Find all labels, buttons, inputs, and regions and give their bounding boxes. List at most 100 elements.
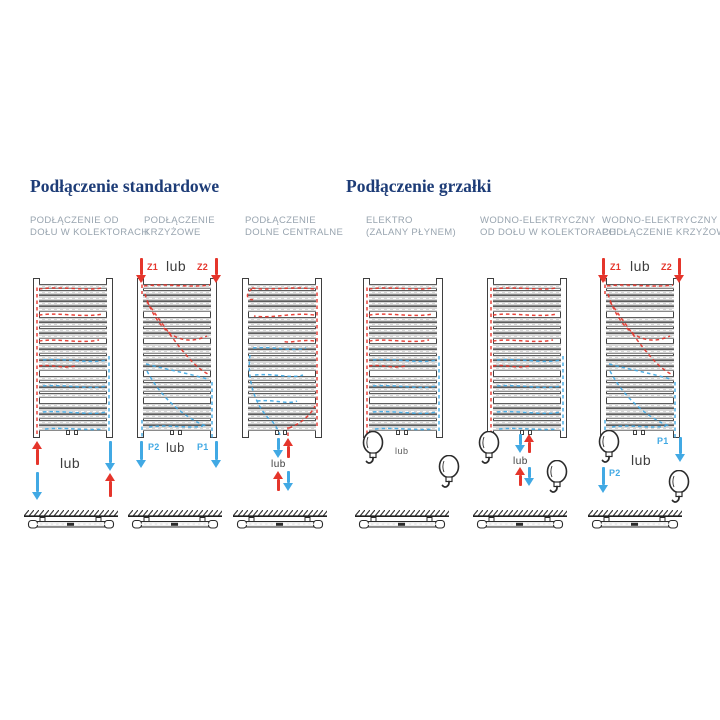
radiator-tube xyxy=(369,402,437,409)
radiator-tube xyxy=(39,414,107,420)
wall-mount-glyph xyxy=(128,510,222,529)
radiator-tube xyxy=(493,392,561,399)
radiator-tube xyxy=(143,343,211,349)
cold-down-arrow xyxy=(524,467,534,486)
or-label: lub xyxy=(631,452,652,468)
heating-element-icon xyxy=(360,430,386,467)
cold-down-arrow xyxy=(515,434,525,453)
heating-element-icon xyxy=(666,469,692,506)
radiator-tube xyxy=(39,322,107,328)
radiator-tube xyxy=(143,295,211,301)
radiator-tube xyxy=(606,300,674,307)
heating-element-glyph xyxy=(546,459,568,493)
diagram-label-2: PODŁĄCZENIE KRZYŻOWE xyxy=(144,215,215,238)
valve-connector xyxy=(396,430,400,435)
radiator-tube xyxy=(606,387,674,393)
radiator-5 xyxy=(487,278,567,438)
wall-mount-plan-view xyxy=(24,510,118,532)
diagram-label-6: WODNO-ELEKTRYCZNY PODŁĄCZENIE KRZYŻOWE xyxy=(602,215,720,238)
radiator-tube xyxy=(248,322,316,328)
radiator-tube xyxy=(248,387,316,393)
radiator-tube xyxy=(39,327,107,334)
cold-down-arrow xyxy=(105,441,115,471)
p2-label: P2 xyxy=(609,468,621,478)
radiator-tube xyxy=(369,343,437,349)
radiator-tube xyxy=(369,300,437,307)
radiator-tube xyxy=(493,402,561,409)
radiator-tube xyxy=(606,316,674,322)
valve-connector xyxy=(178,430,182,435)
radiator-tube xyxy=(606,333,674,339)
radiator-tube xyxy=(143,375,211,382)
radiator-tube xyxy=(39,349,107,355)
radiator-tube xyxy=(369,333,437,339)
radiator-tube xyxy=(39,289,107,295)
radiator-tube xyxy=(143,360,211,366)
wall-mount-plan-view xyxy=(473,510,567,532)
valve-connector xyxy=(74,430,78,435)
radiator-tube xyxy=(606,349,674,355)
radiator-2 xyxy=(137,278,217,438)
wall-mount-plan-view xyxy=(355,510,449,532)
radiator-tube xyxy=(248,295,316,301)
radiator-tube xyxy=(143,333,211,339)
radiator-tube xyxy=(248,333,316,339)
valve-connector xyxy=(283,430,287,435)
radiator-tube xyxy=(369,387,437,393)
valve-connector xyxy=(404,430,408,435)
z2-label: Z2 xyxy=(661,262,673,272)
heating-element-glyph xyxy=(362,430,384,464)
hot-up-arrow xyxy=(32,441,42,465)
radiator-tube xyxy=(248,354,316,360)
radiator-tube xyxy=(39,295,107,301)
radiator-tube xyxy=(248,408,316,414)
flow-lines xyxy=(366,286,440,434)
radiator-tube xyxy=(493,360,561,366)
radiator-tube xyxy=(248,289,316,295)
radiator-tube xyxy=(39,343,107,349)
diagram-label-3-line1: PODŁĄCZENIE xyxy=(245,215,316,226)
radiator-4 xyxy=(363,278,443,438)
radiator-tube xyxy=(606,375,674,382)
radiator-tube xyxy=(606,354,674,360)
hot-down-arrow xyxy=(136,258,146,283)
section-title-heater: Podłączenie grzałki xyxy=(346,176,492,196)
diagram-label-3: PODŁĄCZENIE DOLNE CENTRALNE xyxy=(245,215,343,238)
radiator-tube xyxy=(39,425,107,431)
radiator-tube xyxy=(493,414,561,420)
radiator-tube xyxy=(493,349,561,355)
or-label: lub xyxy=(513,456,528,467)
radiator-tube xyxy=(39,300,107,307)
radiator-tube xyxy=(606,419,674,425)
heating-element-glyph xyxy=(478,430,500,464)
diagram-label-2-line2: KRZYŻOWE xyxy=(144,226,201,238)
p1-label: P1 xyxy=(197,442,209,452)
flow-lines xyxy=(36,286,110,434)
radiator-tube xyxy=(606,284,674,290)
z1-label: Z1 xyxy=(610,262,622,272)
radiator-tube xyxy=(369,354,437,360)
or-label: lub xyxy=(630,258,651,274)
radiator-tube xyxy=(143,381,211,387)
radiator-tube xyxy=(248,425,316,431)
or-label: lub xyxy=(166,440,185,455)
wall-mount-glyph xyxy=(588,510,682,529)
radiator-tube xyxy=(248,306,316,312)
hot-up-arrow xyxy=(515,467,525,486)
radiator-tube xyxy=(39,333,107,339)
radiator-tube xyxy=(493,408,561,414)
radiator-tube xyxy=(606,306,674,312)
hot-up-arrow xyxy=(524,434,534,453)
radiator-tube xyxy=(248,419,316,425)
radiator-tube xyxy=(143,300,211,307)
radiator-tube xyxy=(369,408,437,414)
radiator-tube xyxy=(493,375,561,382)
diagram-label-1-line2: DOŁU W KOLEKTORACH xyxy=(30,226,149,238)
radiator-tube xyxy=(39,387,107,393)
diagram-label-6-line1: WODNO-ELEKTRYCZNY xyxy=(602,215,718,226)
radiator-tube xyxy=(493,354,561,360)
radiator-tube xyxy=(606,414,674,420)
radiator-tube xyxy=(369,360,437,366)
radiator-tube xyxy=(39,402,107,409)
radiator-tube xyxy=(606,360,674,366)
